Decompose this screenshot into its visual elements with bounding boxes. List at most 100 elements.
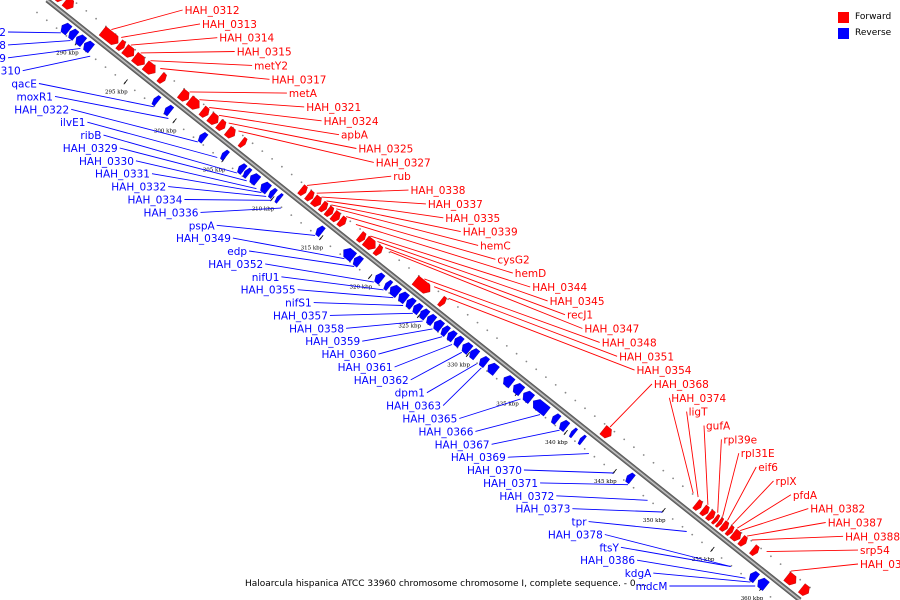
forward-gene-label-hah-0382: HAH_0382 — [810, 504, 865, 516]
tick-mark — [367, 274, 373, 280]
scale-dot — [349, 220, 352, 223]
forward-leader-hah-0312 — [111, 9, 183, 31]
reverse-gene-label-hah-0366: HAH_0366 — [418, 426, 473, 438]
scale-dot — [642, 494, 645, 497]
scale-dot — [408, 267, 410, 269]
reverse-gene-arrow — [577, 434, 587, 446]
scale-dot — [466, 313, 469, 316]
reverse-gene-label-hah-0336: HAH_0336 — [144, 207, 199, 219]
scale-dot — [593, 455, 596, 458]
reverse-leader-hah-0329 — [119, 147, 247, 182]
forward-leader-hah-0339 — [331, 204, 461, 233]
reverse-gene-label-hah-0358: HAH_0358 — [289, 323, 344, 335]
forward-leader-recj1 — [385, 247, 566, 316]
reverse-gene-label-nosy2: nosY2 — [0, 27, 6, 39]
reverse-gene-arrow — [220, 149, 230, 161]
reverse-gene-label-pspa: pspA — [189, 220, 216, 232]
reverse-leader-hah-0334 — [184, 199, 272, 201]
reverse-gene-arrow — [469, 348, 481, 361]
reverse-leader-hah-0360 — [378, 336, 443, 355]
forward-leader-hah-0351 — [433, 286, 618, 357]
forward-leader-hemc — [336, 208, 479, 246]
reverse-leader-hah-0349 — [232, 237, 345, 260]
scale-dot — [642, 454, 645, 456]
tick-mark — [270, 196, 275, 202]
forward-leader-ligt — [686, 411, 699, 498]
legend: Forward Reverse — [838, 9, 891, 41]
reverse-gene-arrow — [75, 34, 88, 48]
reverse-gene-arrow — [352, 255, 364, 268]
forward-gene-arrow — [361, 235, 376, 250]
reverse-gene-label-hah-0310: HAH_0310 — [0, 66, 21, 78]
reverse-gene-arrow — [559, 419, 571, 432]
reverse-leader-hah-0331 — [151, 173, 262, 193]
forward-gene-label-hah-0374: HAH_0374 — [671, 393, 726, 405]
forward-gene-label-hah-0351: HAH_0351 — [619, 351, 674, 363]
scale-dot — [45, 19, 48, 22]
forward-gene-arrow — [185, 95, 200, 110]
tick-label: 345 kbp — [594, 479, 617, 485]
forward-gene-arrow — [297, 184, 308, 197]
reverse-leader-dpm1 — [426, 363, 477, 394]
scale-dot — [760, 547, 762, 550]
forward-leader-hah-0335 — [326, 200, 444, 219]
scale-dot — [280, 206, 283, 209]
reverse-leader-hah-0358 — [346, 320, 423, 329]
reverse-gene-arrow — [419, 308, 431, 321]
forward-gene-arrow — [599, 425, 612, 439]
tick-mark — [710, 546, 715, 552]
forward-gene-arrow — [718, 520, 730, 532]
reverse-gene-label-ftsy: ftsY — [599, 542, 619, 554]
reverse-leader-hah-0371 — [540, 482, 629, 486]
reverse-gene-arrow — [757, 577, 770, 591]
forward-gene-label-hah-0312: HAH_0312 — [185, 5, 240, 17]
reverse-gene-label-hah-0330: HAH_0330 — [79, 156, 134, 168]
reverse-gene-arrow — [315, 225, 326, 238]
reverse-leader-hah-0362 — [410, 351, 463, 381]
scale-dot — [525, 360, 528, 363]
tick-label: 340 kbp — [545, 440, 568, 446]
forward-gene-arrow — [729, 528, 742, 542]
label-leader-lines — [7, 9, 859, 587]
forward-gene-arrow — [724, 524, 735, 537]
scale-dot — [662, 469, 665, 472]
reverse-leader-tpr — [588, 521, 687, 532]
reverse-leader-hah-0330 — [135, 160, 257, 190]
reverse-leader-hah-0369 — [507, 453, 589, 458]
forward-gene-label-rpl39e: rpl39e — [723, 434, 757, 446]
forward-leader-hah-0347 — [389, 251, 583, 329]
scale-dot — [388, 292, 390, 294]
forward-leader-hah-0354 — [448, 297, 635, 371]
reverse-gene-label-qace: qacE — [11, 79, 37, 91]
reverse-gene-arrow — [374, 272, 386, 285]
scale-dot — [271, 158, 273, 160]
scale-dot — [182, 128, 185, 131]
scale-dot — [672, 477, 674, 480]
scale-dot — [623, 438, 626, 441]
reverse-leader-hah-0359 — [362, 328, 433, 342]
forward-gene-label-hah-0313: HAH_0313 — [202, 19, 257, 31]
scale-dot — [173, 80, 176, 82]
forward-gene-arrow — [61, 0, 75, 10]
reverse-gene-label-ilve1: ilvE1 — [60, 117, 85, 129]
reverse-gene-label-hah-0365: HAH_0365 — [402, 414, 457, 426]
forward-gene-label-hah-0325: HAH_0325 — [358, 144, 413, 156]
forward-gene-label-ligt: ligT — [689, 407, 708, 419]
forward-leader-hah-0338 — [316, 189, 409, 194]
reverse-gene-arrow — [625, 472, 636, 485]
tick-mark — [563, 429, 568, 436]
legend-forward-label: Forward — [855, 12, 892, 22]
scale-dot — [544, 416, 547, 419]
forward-gene-arrow — [372, 244, 384, 257]
forward-gene-label-hah-0335: HAH_0335 — [445, 213, 500, 225]
forward-gene-label-hah-0315: HAH_0315 — [237, 47, 292, 59]
reverse-gene-label-tpr: tpr — [571, 517, 587, 529]
reverse-gene-label-hah-0373: HAH_0373 — [515, 504, 570, 516]
forward-gene-label-hah-0338: HAH_0338 — [411, 185, 466, 197]
scale-dot — [691, 493, 694, 495]
reverse-gene-label-hah-0331: HAH_0331 — [95, 169, 150, 181]
forward-gene-label-gufa: gufA — [706, 421, 731, 433]
scale-dot — [799, 578, 802, 581]
scale-dot — [104, 66, 107, 68]
